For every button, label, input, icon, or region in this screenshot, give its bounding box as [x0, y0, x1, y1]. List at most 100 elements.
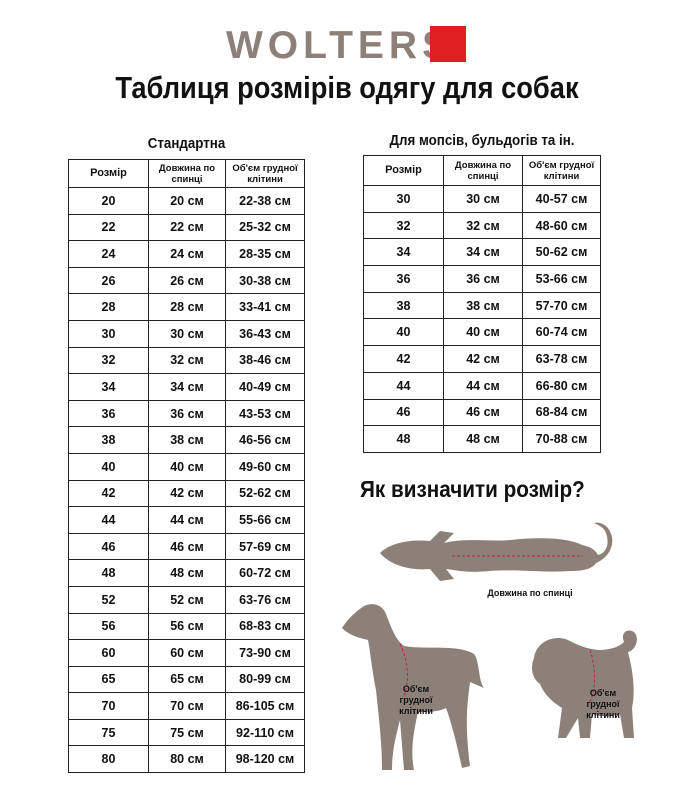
chest-label-line: Об'єм: [589, 688, 617, 698]
size-cell: 40: [68, 452, 149, 481]
header-size: Розмір: [363, 155, 444, 186]
chest-cell: 68-84 см: [522, 398, 601, 427]
table-row: 22 22 см 25-32 см: [68, 213, 305, 242]
size-cell: 30: [68, 319, 149, 348]
size-cell: 70: [68, 692, 149, 720]
size-cell: 36: [68, 399, 149, 428]
table-row: 36 36 см 53-66 см: [363, 265, 601, 293]
back-length-cell: 70 см: [148, 692, 226, 720]
chest-label-line: грудної: [586, 699, 620, 709]
size-cell: 46: [68, 532, 149, 561]
back-length-cell: 44 см: [443, 371, 523, 400]
back-length-cell: 32 см: [148, 346, 226, 375]
chest-cell: 57-69 см: [225, 532, 305, 561]
how-to-measure-title: Як визначити розмір?: [360, 476, 585, 502]
chest-cell: 98-120 см: [225, 745, 305, 774]
brand-logo: WOLTERS: [226, 24, 454, 67]
header-chest: Об'єм грудної клітини: [522, 155, 601, 186]
back-length-cell: 46 см: [443, 398, 523, 427]
brand-logo-square: [430, 26, 466, 62]
table-row: 32 32 см 48-60 см: [363, 211, 601, 240]
table-row: 38 38 см 46-56 см: [68, 426, 305, 454]
chest-cell: 80-99 см: [225, 665, 305, 694]
standard-size-table: Розмір Довжина по спинці Об'єм грудної к…: [68, 159, 305, 774]
chest-cell: 25-32 см: [225, 213, 305, 242]
header-chest: Об'єм грудної клітини: [225, 159, 305, 188]
chest-label-line: Об'єм: [402, 684, 430, 694]
size-cell: 52: [68, 585, 149, 614]
size-cell: 38: [363, 291, 444, 320]
table-row: 56 56 см 68-83 см: [68, 612, 305, 641]
chest-cell: 50-62 см: [522, 238, 601, 267]
chest-cell: 30-38 см: [225, 266, 305, 295]
chest-cell: 73-90 см: [225, 639, 305, 667]
back-length-cell: 65 см: [148, 665, 226, 694]
chest-cell: 60-72 см: [225, 559, 305, 587]
size-cell: 42: [68, 479, 149, 508]
table-row: 46 46 см 57-69 см: [68, 532, 305, 561]
chest-cell: 63-76 см: [225, 585, 305, 614]
table-row: 75 75 см 92-110 см: [68, 718, 305, 747]
table-row: 70 70 см 86-105 см: [68, 692, 305, 720]
table-row: 48 48 см 60-72 см: [68, 559, 305, 587]
back-length-cell: 52 см: [148, 585, 226, 614]
table-row: 36 36 см 43-53 см: [68, 399, 305, 428]
pug-side-view-illustration: [532, 630, 637, 738]
size-cell: 38: [68, 426, 149, 454]
size-cell: 28: [68, 293, 149, 321]
size-cell: 20: [68, 187, 149, 215]
size-cell: 46: [363, 398, 444, 427]
table-row: 48 48 см 70-88 см: [363, 425, 601, 453]
back-length-cell: 48 см: [148, 559, 226, 587]
dog-side-view-illustration: [342, 604, 484, 770]
chest-cell: 40-57 см: [522, 185, 601, 213]
page-title: Таблиця розмірів одягу для собак: [115, 70, 579, 105]
table-row: 80 80 см 98-120 см: [68, 745, 305, 774]
standard-table-caption: Стандартна: [147, 136, 226, 152]
chest-cell: 22-38 см: [225, 187, 305, 215]
size-cell: 44: [68, 506, 149, 534]
size-cell: 42: [363, 345, 444, 373]
size-cell: 40: [363, 318, 444, 347]
back-length-cell: 28 см: [148, 293, 226, 321]
table-row: 44 44 см 55-66 см: [68, 506, 305, 534]
chest-cell: 60-74 см: [522, 318, 601, 347]
chest-cell: 53-66 см: [522, 265, 601, 293]
size-cell: 34: [363, 238, 444, 267]
size-cell: 30: [363, 185, 444, 213]
back-length-cell: 24 см: [148, 240, 226, 268]
back-length-cell: 42 см: [443, 345, 523, 373]
chest-label-pug: Об'єм грудної клітини: [583, 688, 623, 721]
pugs-size-table: Розмір Довжина по спинці Об'єм грудної к…: [363, 155, 601, 453]
back-length-cell: 48 см: [443, 425, 523, 453]
back-length-cell: 44 см: [148, 506, 226, 534]
table-row: 20 20 см 22-38 см: [68, 187, 305, 215]
size-cell: 22: [68, 213, 149, 242]
back-length-cell: 40 см: [443, 318, 523, 347]
chest-cell: 57-70 см: [522, 291, 601, 320]
table-row: 40 40 см 60-74 см: [363, 318, 601, 347]
chest-cell: 92-110 см: [225, 718, 305, 747]
back-length-cell: 34 см: [443, 238, 523, 267]
chest-label-line: клітини: [399, 706, 433, 716]
back-length-cell: 36 см: [443, 265, 523, 293]
chest-cell: 66-80 см: [522, 371, 601, 400]
back-length-cell: 42 см: [148, 479, 226, 508]
size-cell: 24: [68, 240, 149, 268]
back-length-cell: 80 см: [148, 745, 226, 774]
back-length-cell: 38 см: [443, 291, 523, 320]
table-row: 38 38 см 57-70 см: [363, 291, 601, 320]
chest-line: [399, 643, 408, 697]
chest-label-line: грудної: [399, 695, 433, 705]
table-row: 28 28 см 33-41 см: [68, 293, 305, 321]
chest-cell: 36-43 см: [225, 319, 305, 348]
chest-cell: 40-49 см: [225, 373, 305, 401]
table-row: 42 42 см 52-62 см: [68, 479, 305, 508]
dog-top-view-illustration: [380, 522, 613, 581]
table-row: 34 34 см 40-49 см: [68, 373, 305, 401]
size-cell: 48: [68, 559, 149, 587]
size-cell: 80: [68, 745, 149, 774]
back-length-cell: 30 см: [443, 185, 523, 213]
table-row: 32 32 см 38-46 см: [68, 346, 305, 375]
back-length-cell: 30 см: [148, 319, 226, 348]
